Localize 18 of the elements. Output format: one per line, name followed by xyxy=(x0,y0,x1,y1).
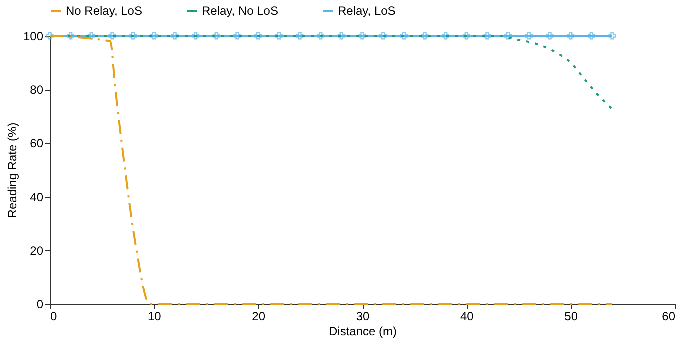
x-tick-label: 40 xyxy=(460,310,474,324)
x-tick-label: 30 xyxy=(356,310,370,324)
x-tick-label: 0 xyxy=(50,310,58,324)
y-axis-title: Reading Rate (%) xyxy=(5,122,20,218)
y-tick-label: 60 xyxy=(30,136,44,151)
legend-label: Relay, No LoS xyxy=(202,4,278,18)
y-tick-label: 80 xyxy=(30,83,44,98)
x-tick-label: 60 xyxy=(662,310,676,324)
y-tick-label: 20 xyxy=(30,244,44,258)
y-tick-label: 100 xyxy=(23,30,44,44)
x-axis-title: Distance (m) xyxy=(328,324,398,338)
x-tick-label: 50 xyxy=(564,310,578,324)
y-tick-label: 0 xyxy=(36,298,44,312)
y-tick-label: 40 xyxy=(30,190,44,204)
legend-label: Relay, LoS xyxy=(338,4,396,18)
x-tick-label: 10 xyxy=(148,310,162,324)
x-tick-label: 20 xyxy=(252,310,266,324)
legend-label: No Relay, LoS xyxy=(66,4,142,18)
